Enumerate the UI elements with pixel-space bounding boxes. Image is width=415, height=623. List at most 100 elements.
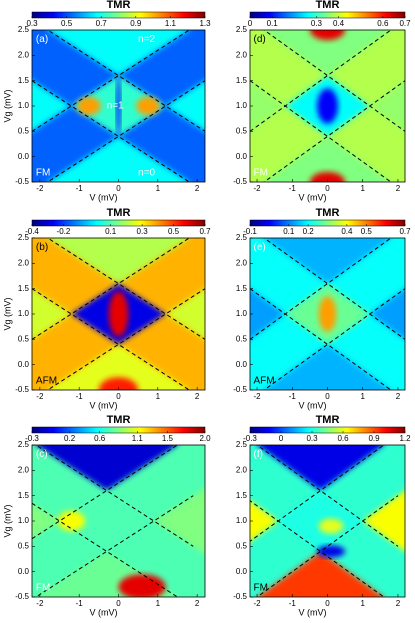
y-tick-label: 2.0 xyxy=(18,50,30,59)
heatmap-blob xyxy=(136,96,160,116)
colorbar-tick-label: -0.3 xyxy=(25,434,39,443)
y-tick-label: -0.5 xyxy=(233,385,247,394)
dashed-line xyxy=(263,30,405,132)
y-tick-label: 1.0 xyxy=(236,516,248,525)
x-tick-label: 2 xyxy=(396,599,401,608)
colorbar-tick-label: 0.7 xyxy=(399,19,411,28)
y-tick-label: 2.5 xyxy=(236,233,248,242)
colorbar-tick-label: 2.0 xyxy=(199,434,211,443)
heatmap-region xyxy=(47,238,190,284)
y-tick-label: 0.5 xyxy=(18,541,30,550)
colorbar-tick-label: -0.2 xyxy=(57,227,71,236)
heatmap-region xyxy=(369,80,405,132)
x-tick-label: 2 xyxy=(195,599,200,608)
x-axis-label: V (mV) xyxy=(299,192,327,202)
heatmap-blob xyxy=(77,96,101,116)
dashed-line xyxy=(46,288,205,390)
x-tick-label: -2 xyxy=(36,392,44,401)
colorbar-tick-label: 0.3 xyxy=(137,227,149,236)
colorbar-tick-label: 0.9 xyxy=(368,434,380,443)
y-tick-label: 0.0 xyxy=(18,360,30,369)
colorbar-tick-label: -0.3 xyxy=(243,434,257,443)
colorbar-tick-label: 0.3 xyxy=(306,434,318,443)
y-tick-label: 1.5 xyxy=(236,491,248,500)
colorbar-tick-label: 0.7 xyxy=(399,227,411,236)
heatmap-region xyxy=(264,30,391,76)
y-tick-label: 1.5 xyxy=(236,76,248,85)
dashed-line xyxy=(35,445,194,547)
x-tick-label: 2 xyxy=(396,184,401,193)
dashed-line xyxy=(32,502,179,597)
colorbar xyxy=(249,11,406,19)
y-axis-label: Vg (mV) xyxy=(2,297,12,330)
dashed-line xyxy=(250,500,385,597)
heatmap-region xyxy=(264,238,391,284)
colorbar-title: TMR xyxy=(316,414,340,426)
colorbar-tick-label: -0.1 xyxy=(243,227,257,236)
x-tick-label: -1 xyxy=(76,184,84,193)
x-tick-label: -1 xyxy=(289,392,297,401)
y-tick-label: 0.5 xyxy=(18,334,30,343)
x-tick-label: -1 xyxy=(76,599,84,608)
colorbar-title: TMR xyxy=(316,207,340,219)
y-tick-label: -0.5 xyxy=(15,385,29,394)
heatmap-blob xyxy=(318,518,344,534)
heatmap-region xyxy=(32,288,72,340)
y-tick-label: 0.5 xyxy=(18,126,30,135)
colorbar-tick-label: 1.1 xyxy=(132,434,144,443)
y-tick-label: 2.5 xyxy=(18,440,30,449)
y-tick-label: -0.5 xyxy=(233,177,247,186)
dashed-line xyxy=(32,445,179,540)
annotation: AFM xyxy=(36,376,57,387)
y-tick-label: 0.0 xyxy=(18,152,30,161)
dashed-line xyxy=(263,238,405,340)
y-tick-label: 0.0 xyxy=(18,567,30,576)
heatmap-region xyxy=(35,445,178,491)
x-tick-label: 0 xyxy=(116,599,121,608)
heatmap-region xyxy=(257,445,384,491)
annotation: n=1 xyxy=(107,101,124,112)
colorbar-tick-label: 1.1 xyxy=(165,19,177,28)
heatmap-blob xyxy=(309,171,346,182)
annotation: FM xyxy=(36,168,50,179)
heatmap-region xyxy=(165,80,205,132)
x-tick-label: 2 xyxy=(396,392,401,401)
dashed-line xyxy=(263,80,405,182)
annotation: n=0 xyxy=(138,168,155,179)
heatmap-region xyxy=(264,344,391,390)
dashed-line xyxy=(250,238,392,340)
annotation: (c) xyxy=(36,449,48,460)
y-tick-label: 1.5 xyxy=(236,284,248,293)
colorbar-title: TMR xyxy=(107,414,131,426)
dashed-line xyxy=(250,30,392,132)
heatmap xyxy=(250,30,405,182)
colorbar-tick-label: 0.5 xyxy=(361,227,373,236)
y-tick-label: -0.5 xyxy=(15,592,29,601)
x-tick-label: 1 xyxy=(361,184,366,193)
x-tick-label: -1 xyxy=(289,184,297,193)
x-tick-label: -2 xyxy=(253,599,261,608)
annotation: FM xyxy=(254,583,268,594)
y-tick-label: 2.5 xyxy=(18,25,30,34)
colorbar-tick-label: 0.5 xyxy=(168,227,180,236)
colorbar-tick-label: 0.1 xyxy=(283,227,295,236)
colorbar-tick-label: 0.4 xyxy=(333,19,345,28)
colorbar-tick-label: 0 xyxy=(248,19,253,28)
colorbar-tick-label: 1.2 xyxy=(399,434,411,443)
annotation: n=2 xyxy=(138,34,155,45)
panel: TMR -0.1 0.1 0.2 0.4 0.5 0.7 -2 -1 0 1 2 -0.5 0.0 0.5 1… xyxy=(233,207,411,410)
colorbar-tick-label: 0.1 xyxy=(267,19,279,28)
y-tick-label: 2.0 xyxy=(236,50,248,59)
colorbar-tick-label: 0.5 xyxy=(61,19,73,28)
colorbar-tick-label: 0.3 xyxy=(311,19,323,28)
colorbar-tick-label: 1.3 xyxy=(199,19,211,28)
x-axis-label: V (mV) xyxy=(299,400,327,410)
x-tick-label: 0 xyxy=(325,599,330,608)
colorbar-title: TMR xyxy=(316,0,340,11)
heatmap-blob xyxy=(316,88,339,124)
colorbar-tick-label: 0.7 xyxy=(96,19,108,28)
y-tick-label: 0.5 xyxy=(236,541,248,550)
dashed-line xyxy=(32,30,191,132)
colorbar-tick-label: 0.1 xyxy=(105,227,117,236)
colorbar-tick-label: 1.5 xyxy=(162,434,174,443)
